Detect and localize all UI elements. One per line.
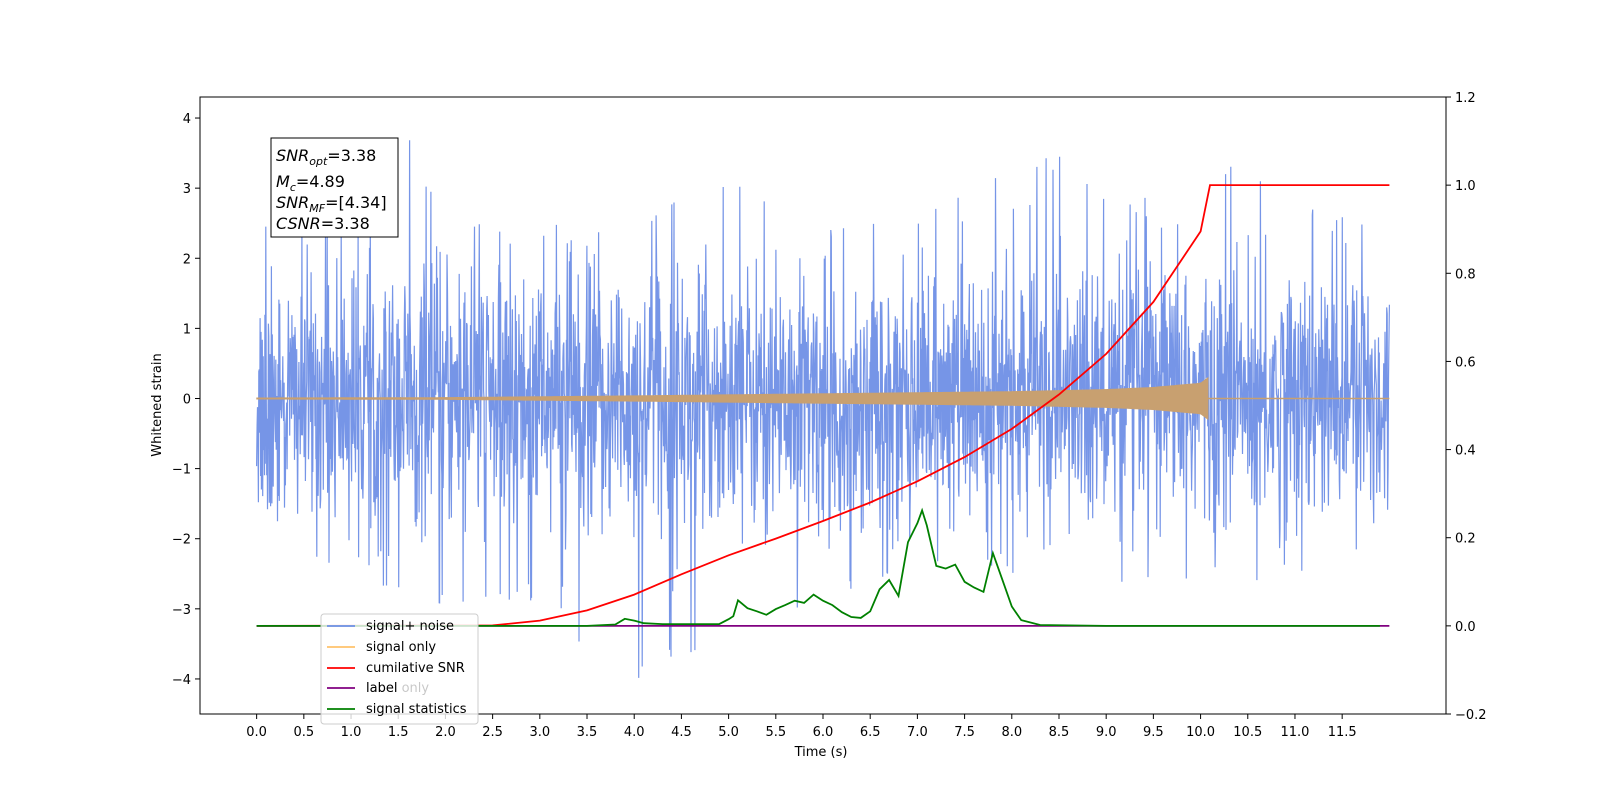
x-tick-label: 9.5 xyxy=(1143,725,1164,740)
y-tick-label: −2 xyxy=(172,533,191,548)
x-tick-label: 8.0 xyxy=(1001,725,1022,740)
stats-subscript: opt xyxy=(309,155,328,168)
stats-value: =3.38 xyxy=(321,214,370,233)
x-axis: 0.0 0.5 1.0 1.5 2.0 2.5 3.0 3.5 4.0 4.5 5.0 5.5 6.0 6… xyxy=(246,714,1357,740)
y2-tick-label: 1.2 xyxy=(1455,91,1476,106)
stats-symbol: SNR xyxy=(276,193,309,212)
y-axis-left: 4 3 2 1 0 −1 −2 −3 −4 xyxy=(172,112,200,688)
y2-tick-label: 0.2 xyxy=(1455,532,1476,547)
legend-label: signal only xyxy=(366,640,436,655)
x-tick-label: 2.5 xyxy=(482,725,503,740)
stats-subscript: MF xyxy=(309,202,325,215)
stats-line: SNRMF=[4.34] xyxy=(276,193,387,215)
legend-label: signal+ noise xyxy=(366,619,454,634)
y-tick-label: −4 xyxy=(172,673,191,688)
x-tick-label: 11.5 xyxy=(1328,725,1357,740)
x-tick-label: 11.0 xyxy=(1280,725,1309,740)
y-tick-label: 3 xyxy=(183,182,191,197)
y-tick-label: 4 xyxy=(183,112,191,127)
y2-tick-label: 0.6 xyxy=(1455,355,1476,370)
x-tick-label: 7.0 xyxy=(907,725,928,740)
x-tick-label: 0.5 xyxy=(293,725,314,740)
stats-line: Mc=4.89 xyxy=(276,172,345,194)
x-tick-label: 4.0 xyxy=(624,725,645,740)
stats-value: =3.38 xyxy=(327,146,376,165)
y-tick-label: 1 xyxy=(183,322,191,337)
stats-value: =[4.34] xyxy=(325,193,387,212)
x-tick-label: 1.5 xyxy=(388,725,409,740)
series-cumulative-snr xyxy=(256,184,1390,627)
x-tick-label: 5.5 xyxy=(765,725,786,740)
x-tick-label: 10.0 xyxy=(1186,725,1215,740)
legend-label: cumilative SNR xyxy=(366,661,465,676)
stats-subscript: c xyxy=(290,181,296,194)
series-signal-statistics xyxy=(256,507,1380,627)
legend-label: signal statistics xyxy=(366,702,467,717)
legend-label: label xyxy=(366,681,397,696)
x-tick-label: 3.5 xyxy=(577,725,598,740)
y2-tick-label: 0.8 xyxy=(1455,267,1476,282)
x-tick-label: 6.0 xyxy=(813,725,834,740)
x-tick-label: 8.5 xyxy=(1049,725,1070,740)
x-tick-label: 4.5 xyxy=(671,725,692,740)
x-tick-label: 5.0 xyxy=(718,725,739,740)
x-tick-label: 10.5 xyxy=(1233,725,1262,740)
x-tick-label: 7.5 xyxy=(954,725,975,740)
y-tick-label: −1 xyxy=(172,463,191,478)
legend-hidden-text: label only xyxy=(366,681,429,696)
y2-tick-label: −0.2 xyxy=(1455,708,1487,723)
stats-box-frame xyxy=(270,137,399,238)
x-axis-label: Time (s) xyxy=(794,745,848,760)
x-tick-label: 6.5 xyxy=(860,725,881,740)
y2-tick-label: 1.0 xyxy=(1455,179,1476,194)
stats-symbol: SNR xyxy=(276,146,309,165)
x-tick-label: 3.0 xyxy=(529,725,550,740)
x-tick-label: 9.0 xyxy=(1096,725,1117,740)
y-axis-label: Whitened strain xyxy=(150,353,165,456)
y-tick-label: −3 xyxy=(172,603,191,618)
stats-symbol: M xyxy=(276,172,290,191)
y-axis-right: 1.2 1.0 0.8 0.6 0.4 0.2 0.0 −0.2 xyxy=(1446,91,1487,723)
stats-line: CSNR=3.38 xyxy=(276,214,370,233)
y-tick-label: 2 xyxy=(183,252,191,267)
plot-area xyxy=(256,140,1390,678)
y-tick-label: 0 xyxy=(183,392,191,407)
stats-value: =4.89 xyxy=(296,172,345,191)
legend: label only signal+ noise signal only cumila… xyxy=(320,613,479,725)
y2-tick-label: 0.4 xyxy=(1455,444,1476,459)
x-tick-label: 1.0 xyxy=(341,725,362,740)
x-tick-label: 2.0 xyxy=(435,725,456,740)
stats-symbol: CSNR xyxy=(276,214,321,233)
stats-line: SNRopt=3.38 xyxy=(276,146,376,168)
y2-tick-label: 0.0 xyxy=(1455,620,1476,635)
x-tick-label: 0.0 xyxy=(246,725,267,740)
legend-frame xyxy=(320,613,479,725)
